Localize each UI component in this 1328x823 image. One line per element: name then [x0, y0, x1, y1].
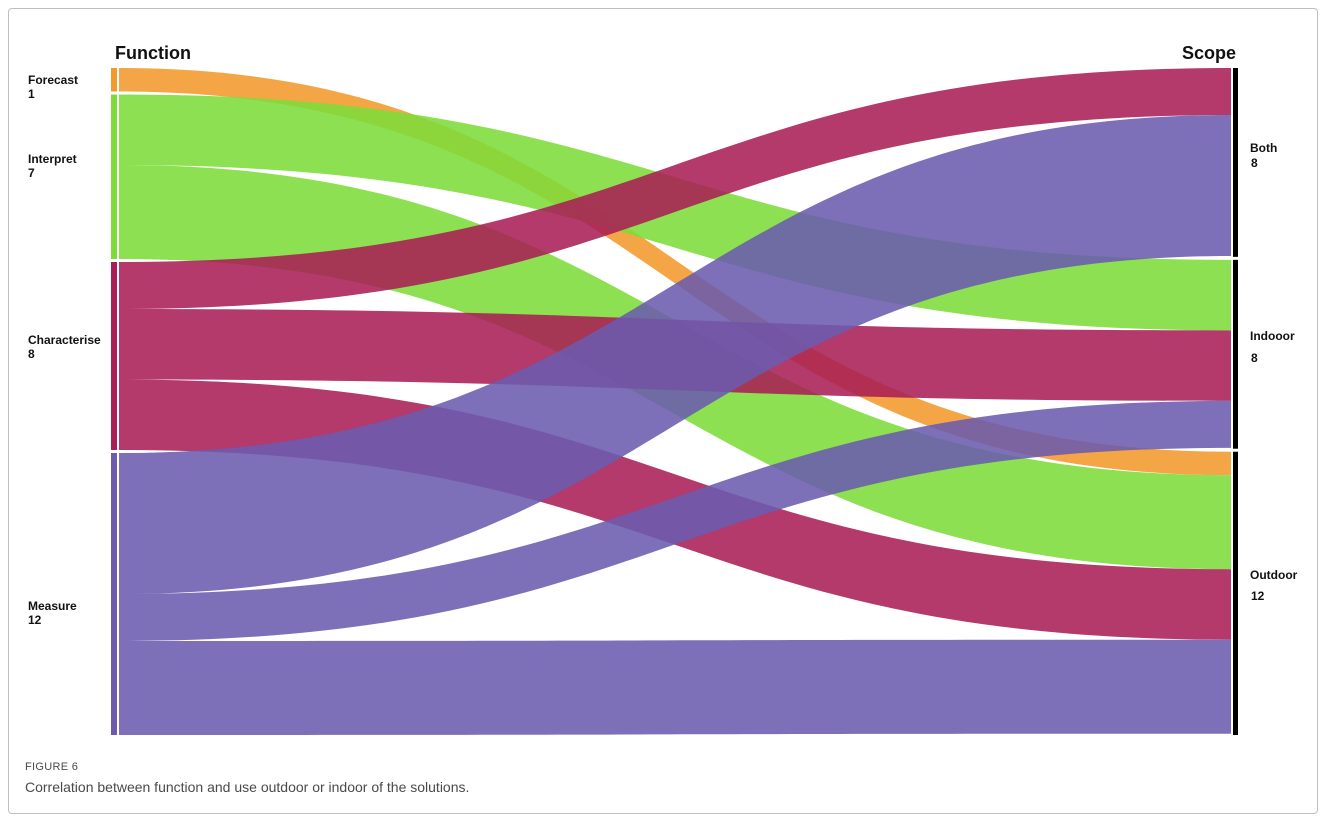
link-measure-to-indooor — [119, 400, 1231, 641]
node-value-outdoor: 12 — [1251, 589, 1265, 603]
node-value-interpret: 7 — [28, 166, 35, 180]
node-outdoor — [1233, 451, 1238, 735]
node-label-forecast: Forecast — [28, 73, 78, 87]
sankey-nodes — [111, 68, 1238, 735]
node-indooor — [1233, 259, 1238, 449]
node-value-characterise: 8 — [28, 347, 35, 361]
node-label-measure: Measure — [28, 599, 77, 613]
left-column-title: Function — [115, 43, 191, 63]
node-forecast — [111, 68, 117, 92]
node-label-indooor: Indooor — [1250, 329, 1295, 343]
link-forecast-to-outdoor — [119, 68, 1231, 476]
node-interpret — [111, 94, 117, 259]
right-column-title: Scope — [1182, 43, 1236, 63]
node-label-characterise: Characterise — [28, 333, 101, 347]
node-characterise — [111, 262, 117, 450]
node-both — [1233, 68, 1238, 257]
node-value-measure: 12 — [28, 613, 42, 627]
node-value-indooor: 8 — [1251, 351, 1258, 365]
link-measure-to-both — [119, 115, 1231, 594]
node-value-both: 8 — [1251, 156, 1258, 170]
figure-caption: Correlation between function and use out… — [25, 779, 470, 795]
link-characterise-to-both — [119, 68, 1231, 309]
node-label-interpret: Interpret — [28, 152, 77, 166]
node-label-outdoor: Outdoor — [1250, 568, 1298, 582]
node-label-both: Both — [1250, 141, 1277, 155]
node-measure — [111, 453, 117, 735]
node-value-forecast: 1 — [28, 87, 35, 101]
sankey-links — [119, 68, 1231, 735]
link-measure-to-outdoor — [119, 639, 1231, 735]
figure-label: FIGURE 6 — [25, 761, 79, 773]
